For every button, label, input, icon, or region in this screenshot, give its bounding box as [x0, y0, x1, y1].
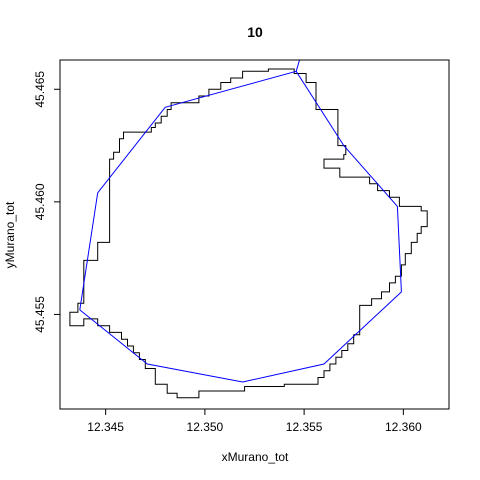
- chart-title: 10: [247, 24, 263, 40]
- y-axis-label: yMurano_tot: [3, 201, 17, 268]
- y-tick-label-1: 45.455: [33, 296, 47, 333]
- series-layer: [69, 60, 428, 399]
- x-tick-label-1: 12.345: [87, 420, 124, 434]
- x-axis: 12.345 12.350 12.355 12.360: [87, 409, 422, 434]
- y-tick-label-3: 45.465: [33, 71, 47, 108]
- series-line-1: [69, 68, 428, 399]
- y-tick-label-2: 45.460: [33, 183, 47, 220]
- x-axis-label: xMurano_tot: [222, 450, 289, 464]
- x-tick-label-4: 12.360: [385, 420, 422, 434]
- x-tick-label-2: 12.350: [187, 420, 224, 434]
- x-tick-label-3: 12.355: [286, 420, 323, 434]
- series-line-3: [295, 60, 301, 72]
- plot-frame: [59, 59, 450, 410]
- series-line-2: [79, 70, 402, 383]
- y-axis: 45.455 45.460 45.465: [33, 71, 60, 333]
